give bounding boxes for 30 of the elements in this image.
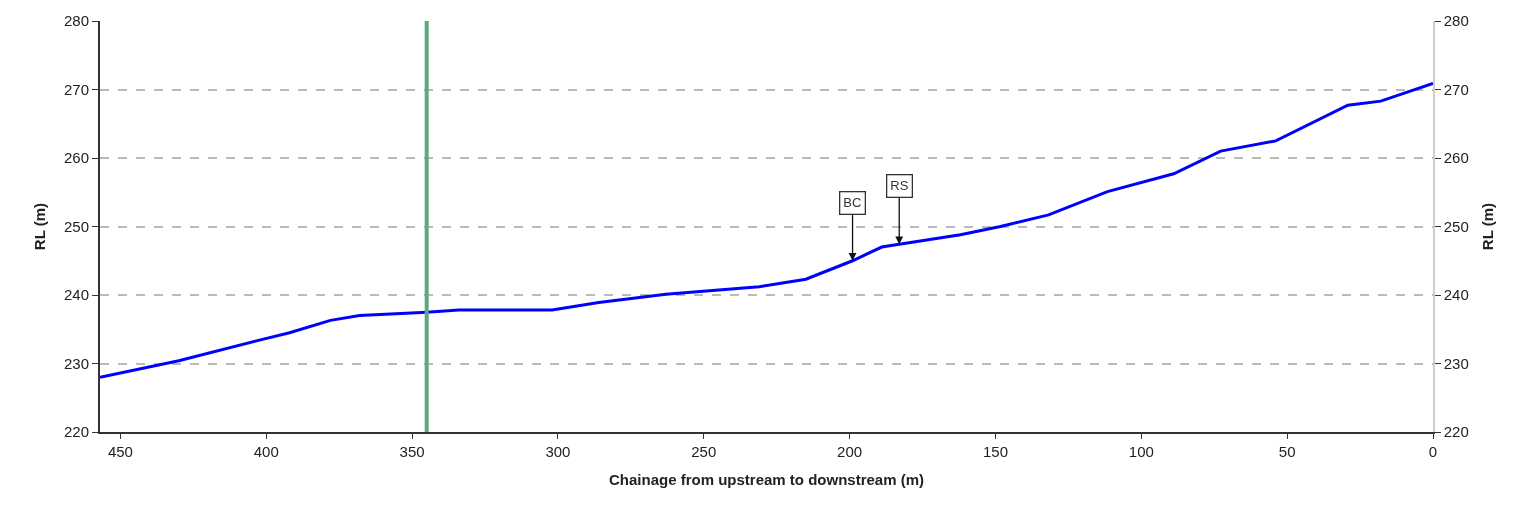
x-tick-label: 0	[1428, 443, 1438, 460]
x-tick-label: 400	[253, 443, 279, 460]
line-series	[100, 81, 1433, 379]
y-tick-label: 220	[63, 423, 89, 441]
y2-tick-label: 220	[1443, 423, 1469, 441]
x-tick-label: 350	[399, 443, 425, 460]
x-tick-label: 50	[1278, 443, 1296, 460]
y2-tick-label: 250	[1443, 217, 1469, 235]
y-tick-label: 240	[63, 286, 89, 304]
x-tick-label: 250	[691, 443, 717, 460]
x-tick-label: 200	[837, 443, 863, 460]
y-tick-label: 270	[63, 80, 89, 98]
y-tick-label: 250	[63, 217, 89, 235]
y-tick-label: 280	[63, 12, 89, 30]
y2-tick-label: 280	[1443, 12, 1469, 30]
y-tick-label: 230	[63, 354, 89, 372]
x-axis-title: Chainage from upstream to downstream (m)	[608, 470, 925, 488]
x-tick-label: 450	[107, 443, 133, 460]
y2-axis-title: RL (m)	[1479, 202, 1497, 251]
y2-tick-label: 240	[1443, 286, 1469, 304]
x-tick-label: 300	[545, 443, 571, 460]
annotation: BC	[843, 195, 862, 211]
y-tick-label: 260	[63, 149, 89, 167]
annotation: RS	[890, 178, 909, 194]
y-axis-title: RL (m)	[30, 202, 48, 251]
y2-tick-label: 260	[1443, 149, 1469, 167]
y2-tick-label: 270	[1443, 80, 1469, 98]
x-tick-label: 150	[982, 443, 1008, 460]
y2-tick-label: 230	[1443, 354, 1469, 372]
x-tick-label: 100	[1128, 443, 1154, 460]
